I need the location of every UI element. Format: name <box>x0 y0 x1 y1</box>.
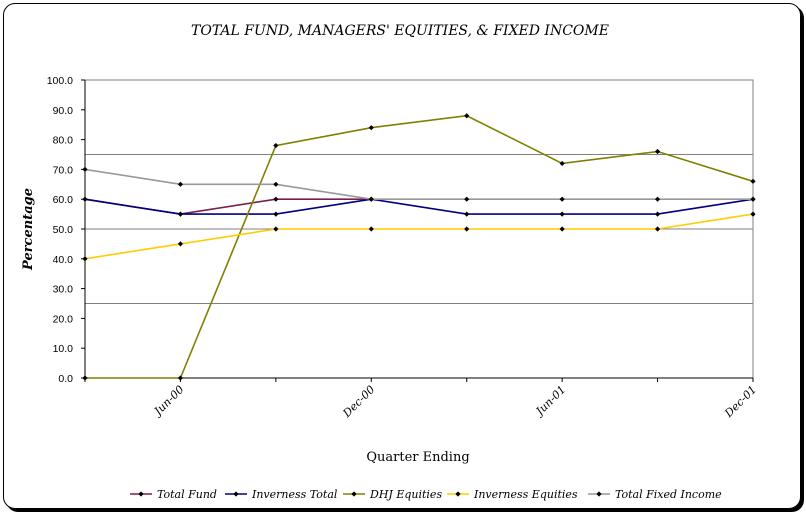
x-tick-label: Dec-00 <box>340 383 378 421</box>
series-line-3 <box>84 213 754 260</box>
y-tick-label: 0.0 <box>58 373 73 385</box>
legend-marker-2 <box>351 491 357 497</box>
series-point-0-2 <box>273 196 279 202</box>
legend-label-2: DHJ Equities <box>369 488 442 501</box>
series-point-2-5 <box>559 160 565 167</box>
series-point-3-0 <box>82 256 88 262</box>
series-point-2-3 <box>368 125 374 131</box>
legend-marker-4 <box>596 491 602 497</box>
series-point-1-2 <box>273 211 279 217</box>
series-point-1-0 <box>82 196 88 202</box>
series-point-3-5 <box>559 226 565 232</box>
series-point-2-4 <box>464 113 470 119</box>
series-point-2-2 <box>273 142 279 149</box>
axes <box>81 79 754 382</box>
legend-label-4: Total Fixed Income <box>615 488 722 501</box>
y-tick-label: 60.0 <box>53 194 74 206</box>
series-point-4-7 <box>750 196 756 202</box>
series-point-4-5 <box>559 196 565 202</box>
y-tick-label: 50.0 <box>53 224 74 236</box>
y-tick-label: 90.0 <box>53 105 74 117</box>
legend-marker-3 <box>455 491 461 497</box>
x-tick-label: Jun-00 <box>150 383 186 419</box>
series-point-2-7 <box>750 178 756 184</box>
legend-marker-0 <box>138 491 144 497</box>
series-point-1-5 <box>559 211 565 217</box>
series-line-1 <box>84 198 754 215</box>
series-point-1-6 <box>654 211 661 217</box>
series-point-3-1 <box>177 241 184 247</box>
series-point-4-2 <box>273 181 279 187</box>
legend-label-3: Inverness Equities <box>473 488 578 501</box>
y-tick-label: 40.0 <box>53 254 74 266</box>
y-axis-label: Percentage <box>21 188 36 271</box>
series-point-1-4 <box>464 211 470 217</box>
series-markers <box>82 113 756 381</box>
series-point-3-7 <box>750 211 756 217</box>
y-tick-label: 30.0 <box>53 284 74 296</box>
series-point-4-6 <box>654 196 661 202</box>
series-point-3-3 <box>368 226 374 232</box>
y-tick-label: 80.0 <box>53 135 74 147</box>
x-tick-labels: Jun-00 Dec-00 Jun-01 Dec-01 <box>150 383 759 421</box>
legend-label-1: Inverness Total <box>251 488 338 501</box>
series-point-3-6 <box>654 226 661 232</box>
legend-marker-1 <box>233 491 239 497</box>
y-tick-label: 100.0 <box>47 75 73 87</box>
series-point-2-6 <box>654 148 661 155</box>
series-point-4-4 <box>464 196 470 202</box>
y-tick-label: 10.0 <box>53 343 74 355</box>
series-point-3-2 <box>273 226 279 232</box>
series-point-3-4 <box>464 226 470 232</box>
series-line-2 <box>85 114 754 379</box>
legend: Total Fund Inverness Total DHJ Equities Inv… <box>130 488 722 501</box>
series-point-1-1 <box>177 211 184 217</box>
legend-label-0: Total Fund <box>157 488 217 501</box>
y-tick-label: 70.0 <box>53 164 74 176</box>
x-tick-label: Jun-01 <box>532 383 568 419</box>
series-point-4-3 <box>368 196 374 202</box>
series-point-4-0 <box>82 166 88 172</box>
y-tick-labels: 0.0 10.0 20.0 30.0 40.0 50.0 60.0 70.0 80.0 90.0 1… <box>47 75 73 385</box>
series-point-2-1 <box>177 375 184 381</box>
series-lines <box>84 114 754 379</box>
x-axis-label: Quarter Ending <box>366 450 469 465</box>
series-point-4-1 <box>177 181 184 187</box>
y-tick-label: 20.0 <box>53 313 74 325</box>
chart-title: TOTAL FUND, MANAGERS' EQUITIES, & FIXED … <box>191 23 609 39</box>
x-tick-label: Dec-01 <box>721 383 759 421</box>
series-point-2-0 <box>82 375 88 381</box>
series-line-4 <box>84 168 753 200</box>
